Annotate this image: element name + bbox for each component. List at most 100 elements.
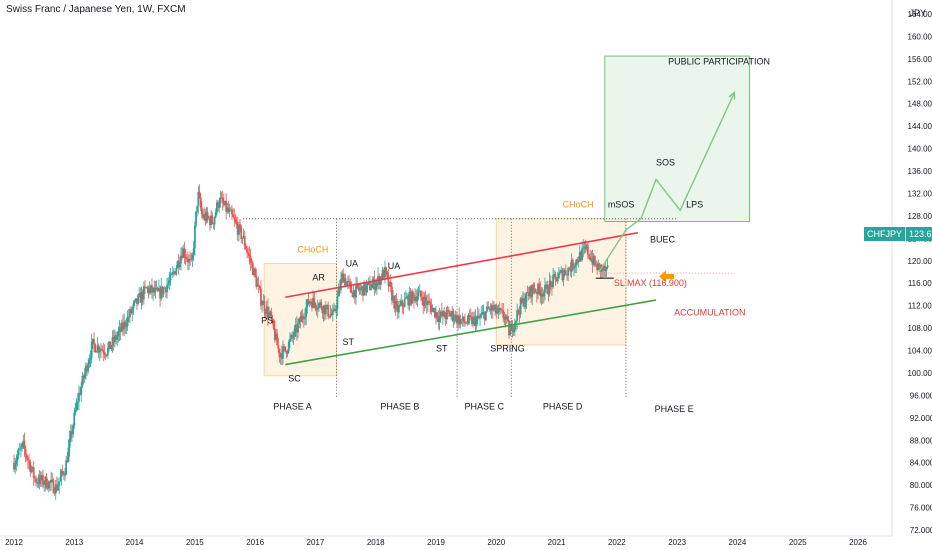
candle-body: [479, 316, 481, 318]
candle-body: [13, 462, 15, 470]
candle-body: [425, 301, 428, 306]
candle-body: [100, 349, 102, 352]
time-tick-label: 2016: [246, 538, 264, 547]
candle-body: [246, 249, 248, 253]
price-tick-label: 84.000: [910, 459, 932, 468]
candle-body: [360, 286, 363, 289]
candle-body: [324, 307, 327, 315]
phase-label-phase-e: PHASE E: [655, 404, 694, 414]
candle-body: [482, 312, 485, 313]
candle-body: [170, 273, 173, 275]
candle-body: [498, 307, 501, 310]
candle-body: [534, 291, 537, 293]
candle-body: [139, 293, 142, 303]
candle-body: [183, 248, 186, 257]
candle-body: [115, 335, 117, 340]
candle-body: [467, 314, 470, 323]
candle-body: [38, 475, 41, 484]
candle-body: [484, 311, 487, 321]
candle-body: [602, 266, 604, 271]
candle-body: [83, 373, 86, 379]
candle-body: [50, 479, 52, 483]
candle-body: [426, 300, 429, 306]
candle-body: [483, 312, 486, 321]
candle-body: [160, 286, 163, 299]
candle-body: [134, 298, 137, 301]
candle-body: [82, 376, 85, 379]
candle-body: [166, 285, 168, 293]
annotation-choch: CHoCH: [563, 200, 594, 210]
candle-body: [36, 482, 39, 484]
candle-body: [173, 271, 175, 273]
candle-body: [16, 455, 19, 461]
candle-body: [319, 302, 321, 304]
candle-body: [96, 345, 99, 352]
candle-body: [398, 305, 400, 313]
candle-body: [345, 282, 348, 286]
candle-body: [331, 310, 334, 315]
candle-body: [103, 352, 106, 355]
candle-body: [588, 254, 590, 257]
candle-body: [357, 284, 360, 289]
candle-body: [330, 313, 333, 315]
price-tick-label: 80.000: [910, 481, 932, 490]
candle-body: [566, 274, 568, 276]
candle-body: [199, 197, 202, 208]
candle-body: [109, 341, 112, 349]
candle-body: [102, 349, 105, 353]
candle-body: [444, 316, 447, 320]
candle-body: [315, 307, 318, 310]
candle-body: [433, 308, 436, 318]
candle-body: [450, 314, 452, 317]
candle-body: [37, 482, 40, 484]
time-tick-label: 2023: [668, 538, 686, 547]
candle-body: [78, 393, 80, 402]
candle-body: [253, 268, 255, 276]
candle-body: [363, 282, 366, 296]
candle-body: [181, 255, 184, 258]
candle-body: [392, 295, 395, 301]
candle-body: [606, 265, 609, 268]
candle-body: [15, 460, 18, 465]
candle-body: [206, 212, 209, 218]
candle-body: [214, 212, 217, 218]
candle-body: [260, 288, 262, 306]
phase-label-phase-b: PHASE B: [380, 401, 419, 411]
phase-label-phase-a: PHASE A: [273, 401, 312, 411]
candle-body: [202, 213, 204, 218]
annotation-labels: CHoCH CHoCH AR UA UA PS SC ST ST SPRING mSOS SOS LPS…: [261, 56, 770, 414]
candle-body: [74, 409, 77, 413]
candle-body: [98, 351, 101, 353]
candle-body: [52, 480, 55, 493]
price-badge-value: 123.686: [905, 227, 932, 241]
candle-body: [358, 288, 361, 291]
candle-body: [107, 347, 109, 355]
candle-body: [261, 304, 263, 306]
candle-body: [158, 288, 160, 292]
candle-body: [597, 263, 600, 271]
candle-body: [66, 460, 69, 462]
candle-body: [133, 300, 136, 304]
candle-body: [43, 483, 46, 485]
candle-body: [127, 316, 130, 318]
candle-body: [123, 321, 126, 330]
candle-body: [101, 349, 104, 350]
candle-body: [333, 308, 335, 311]
candle-body: [336, 296, 339, 309]
candle-body: [275, 333, 277, 340]
candle-body: [18, 449, 21, 450]
candle-body: [119, 327, 122, 332]
candle-body: [196, 205, 199, 212]
candle-body: [247, 252, 250, 255]
time-tick-label: 2021: [548, 538, 566, 547]
candle-body: [388, 281, 391, 286]
time-tick-label: 2020: [487, 538, 505, 547]
candle-body: [117, 332, 120, 337]
candle-body: [595, 264, 597, 266]
candle-body: [71, 431, 73, 435]
candle-body: [31, 466, 34, 470]
candle-body: [154, 287, 157, 293]
candle-body: [442, 311, 444, 317]
time-tick-label: 2015: [186, 538, 204, 547]
